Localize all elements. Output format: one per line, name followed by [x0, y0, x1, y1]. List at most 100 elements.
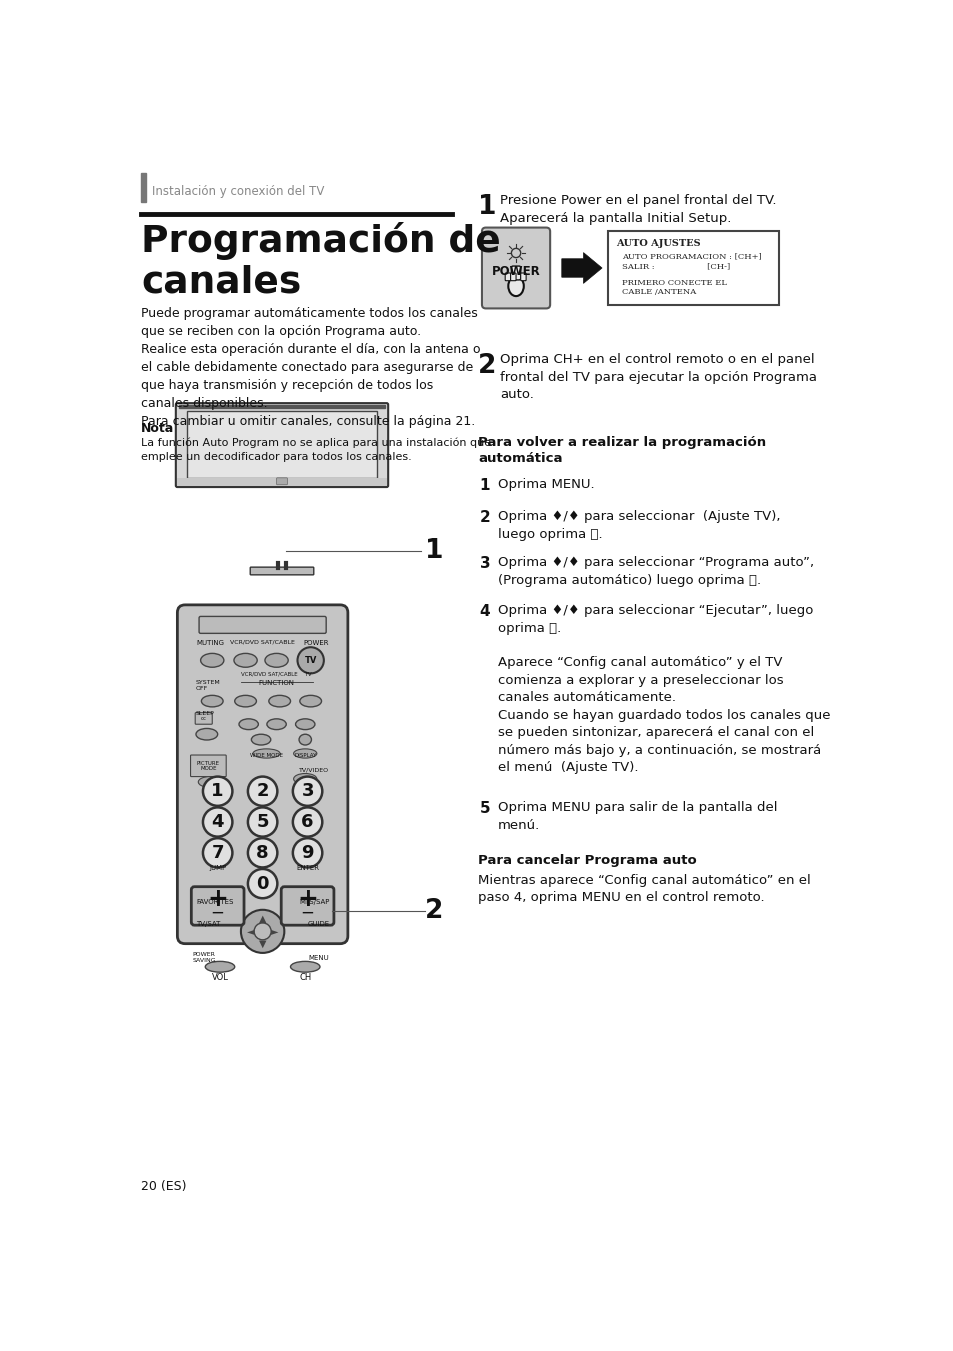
FancyBboxPatch shape [175, 403, 388, 488]
Text: ▼: ▼ [258, 939, 266, 948]
Text: 2: 2 [256, 782, 269, 800]
Text: 4: 4 [212, 813, 224, 831]
Text: POWER: POWER [491, 265, 539, 278]
Circle shape [293, 838, 322, 867]
FancyBboxPatch shape [177, 605, 348, 943]
Ellipse shape [295, 719, 314, 730]
Ellipse shape [267, 719, 286, 730]
Bar [187, 411, 377, 478]
Text: 2: 2 [425, 897, 443, 924]
Text: 9: 9 [301, 844, 314, 862]
Ellipse shape [233, 654, 257, 667]
Text: Puede programar automáticamente todos los canales
que se reciben con la opción P: Puede programar automáticamente todos lo… [141, 307, 480, 428]
Text: 1: 1 [477, 195, 497, 220]
Text: Presione Power en el panel frontal del TV.
Aparecerá la pantalla Initial Setup.: Presione Power en el panel frontal del T… [499, 195, 776, 226]
Circle shape [248, 838, 277, 867]
Circle shape [511, 249, 520, 258]
Ellipse shape [298, 734, 311, 744]
Ellipse shape [198, 777, 221, 788]
FancyBboxPatch shape [481, 227, 550, 308]
Text: +: + [296, 888, 317, 911]
Text: TV/SAT: TV/SAT [195, 920, 220, 927]
Text: JUMP: JUMP [209, 865, 226, 871]
Text: AUTO AJUSTES: AUTO AJUSTES [616, 239, 700, 249]
Text: 2: 2 [479, 511, 490, 526]
Ellipse shape [269, 696, 291, 707]
Circle shape [203, 808, 233, 836]
Text: +: + [207, 888, 228, 911]
Text: Oprima ♦/♦ para seleccionar “Ejecutar”, luego
oprima Ⓔ.: Oprima ♦/♦ para seleccionar “Ejecutar”, … [497, 604, 813, 635]
Text: MTS/SAP: MTS/SAP [298, 898, 329, 905]
FancyBboxPatch shape [192, 886, 244, 925]
FancyBboxPatch shape [505, 273, 510, 281]
Ellipse shape [265, 654, 288, 667]
Circle shape [293, 808, 322, 836]
FancyBboxPatch shape [520, 273, 525, 281]
Ellipse shape [508, 276, 523, 296]
Text: SYSTEM
OFF: SYSTEM OFF [195, 681, 220, 690]
Ellipse shape [201, 696, 223, 707]
Text: 1: 1 [425, 538, 443, 563]
Text: 0: 0 [256, 874, 269, 893]
Text: 2: 2 [477, 353, 496, 380]
Text: 6: 6 [301, 813, 314, 831]
Text: VOL: VOL [212, 973, 228, 982]
Bar [177, 478, 386, 485]
Text: CABLE /ANTENA: CABLE /ANTENA [621, 288, 696, 296]
Text: SALIR :                    [CH-]: SALIR : [CH-] [621, 262, 730, 270]
Text: PICTURE
MODE: PICTURE MODE [196, 761, 219, 771]
Text: 5: 5 [256, 813, 269, 831]
Circle shape [203, 777, 233, 805]
Text: POWER: POWER [303, 639, 329, 646]
Text: POWER
SAVING: POWER SAVING [193, 952, 216, 963]
Circle shape [297, 647, 323, 673]
Text: −: − [300, 904, 314, 921]
Text: CH: CH [299, 973, 311, 982]
Ellipse shape [239, 719, 258, 730]
Text: ◄: ◄ [246, 927, 253, 936]
Text: FUNCTION: FUNCTION [258, 681, 294, 686]
Circle shape [203, 838, 233, 867]
Ellipse shape [299, 696, 321, 707]
Circle shape [248, 869, 277, 898]
Text: Oprima ♦/♦ para seleccionar “Programa auto”,
(Programa automático) luego oprima : Oprima ♦/♦ para seleccionar “Programa au… [497, 557, 814, 586]
Circle shape [241, 909, 284, 952]
FancyBboxPatch shape [281, 886, 334, 925]
Circle shape [293, 777, 322, 805]
Text: 5: 5 [479, 801, 490, 816]
Text: Instalación y conexión del TV: Instalación y conexión del TV [152, 185, 324, 199]
Text: SLEEP: SLEEP [195, 711, 214, 716]
Text: GUIDE: GUIDE [307, 920, 329, 927]
Text: 1: 1 [479, 478, 490, 493]
Text: FAVORITES: FAVORITES [195, 898, 233, 905]
Text: Oprima CH+ en el control remoto o en el panel
frontal del TV para ejecutar la op: Oprima CH+ en el control remoto o en el … [499, 353, 816, 401]
Text: Oprima MENU.: Oprima MENU. [497, 478, 595, 490]
Text: 20 (ES): 20 (ES) [141, 1179, 186, 1193]
Ellipse shape [234, 696, 256, 707]
Text: 3: 3 [479, 557, 490, 571]
Text: 8: 8 [256, 844, 269, 862]
Text: Oprima MENU para salir de la pantalla del
menú.: Oprima MENU para salir de la pantalla de… [497, 801, 777, 832]
Polygon shape [561, 253, 601, 284]
FancyBboxPatch shape [199, 616, 326, 634]
Text: VCR/DVD SAT/CABLE: VCR/DVD SAT/CABLE [230, 639, 294, 644]
Text: TV/VIDEO: TV/VIDEO [299, 767, 329, 773]
Text: cc: cc [200, 716, 207, 720]
Text: WIDE MODE: WIDE MODE [250, 754, 283, 758]
FancyBboxPatch shape [195, 713, 212, 724]
Text: −: − [211, 904, 224, 921]
Ellipse shape [195, 728, 217, 740]
Text: Mientras aparece “Config canal automático” en el
paso 4, oprima MENU en el contr: Mientras aparece “Config canal automátic… [477, 874, 810, 904]
Ellipse shape [205, 962, 234, 973]
Circle shape [248, 808, 277, 836]
Circle shape [248, 777, 277, 805]
Ellipse shape [291, 962, 319, 973]
Text: Nota: Nota [141, 423, 174, 435]
Text: Oprima ♦/♦ para seleccionar  (Ajuste TV),
luego oprima Ⓔ.: Oprima ♦/♦ para seleccionar (Ajuste TV),… [497, 511, 780, 540]
Text: 4: 4 [479, 604, 490, 619]
Text: 1: 1 [212, 782, 224, 800]
Text: Para cancelar Programa auto: Para cancelar Programa auto [477, 854, 696, 866]
Text: ►: ► [271, 927, 278, 936]
Text: 3: 3 [301, 782, 314, 800]
Text: MUTING: MUTING [195, 639, 224, 646]
